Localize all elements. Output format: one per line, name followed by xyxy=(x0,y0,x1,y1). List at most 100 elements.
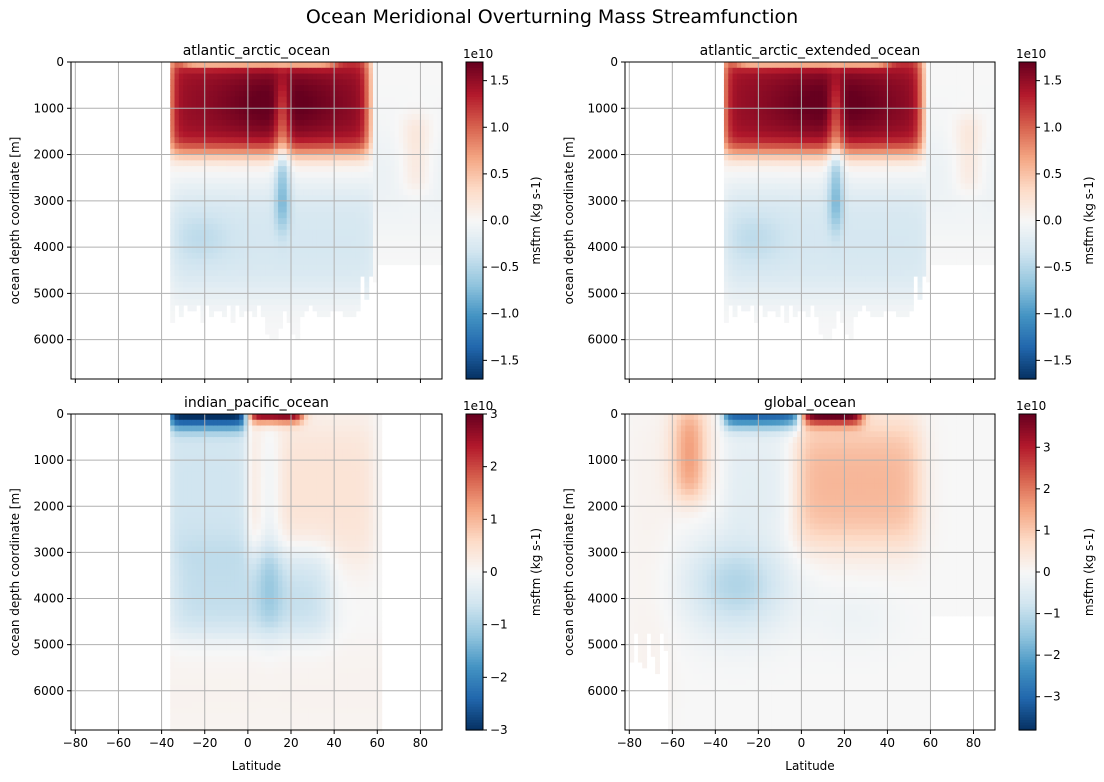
x-tick-label: 80 xyxy=(966,736,981,750)
panel-atlantic-arctic: 0 1000 2000 3000 4000 5000 6000 atlantic_arctic… xyxy=(8,43,543,383)
colorbar-tick-label: 0.0 xyxy=(1043,214,1062,228)
y-tick-label: 4000 xyxy=(587,240,618,254)
x-tick-label: 0 xyxy=(244,736,252,750)
colorbar-tick-label: −1 xyxy=(1043,607,1061,621)
panel-indian-pacific: −80 −60 −40 −2 0 0 20 40 60 80 0 1000 2000 3000 4000 50… xyxy=(8,395,543,773)
x-tick-label: −60 xyxy=(106,736,131,750)
x-tick-label: 40 xyxy=(327,736,342,750)
colorbar-offset-text: 1e10 xyxy=(463,399,493,413)
y-tick-label: 6000 xyxy=(33,333,64,347)
colorbar-tick-label: 1.0 xyxy=(490,120,509,134)
y-axis-label: ocean depth coordinate [m] xyxy=(8,137,22,305)
panel-title: global_ocean xyxy=(764,395,856,411)
y-tick-label: 4000 xyxy=(33,592,64,606)
colorbar-tick-label: −2 xyxy=(1043,648,1061,662)
y-axis-label: ocean depth coordinate [m] xyxy=(8,488,22,656)
y-axis-label: ocean depth coordinate [m] xyxy=(562,137,576,305)
x-tick-label: −40 xyxy=(149,736,174,750)
x-tick-label: 80 xyxy=(413,736,428,750)
y-tick-label: 5000 xyxy=(33,638,64,652)
y-tick-label: 1000 xyxy=(587,101,618,115)
plot-frame xyxy=(624,61,996,380)
grid-atlantic-arctic-extended xyxy=(625,61,995,379)
heatmap-indian-pacific xyxy=(170,414,383,732)
colorbar-tick-label: −3 xyxy=(1043,690,1061,704)
colorbar-global: −3 −2 −1 0 1 2 3 1e10 msftm (kg s-1) xyxy=(1016,399,1096,731)
plot-frame xyxy=(70,413,443,731)
x-axis-label: Latitude xyxy=(785,759,834,773)
colorbar-tick-label: 0.0 xyxy=(490,214,509,228)
colorbar-tick-label: −0.5 xyxy=(490,260,519,274)
x-tick-label: 20 xyxy=(283,736,298,750)
x-tick-label: −60 xyxy=(660,736,685,750)
colorbar-tick-label: −1.5 xyxy=(490,353,519,367)
colorbar-label: msftm (kg s-1) xyxy=(529,528,543,616)
colorbar-tick-label: 0 xyxy=(1043,565,1051,579)
grid-global xyxy=(625,413,995,730)
colorbar-tick-label: 2 xyxy=(1043,482,1051,496)
y-tick-label: 6000 xyxy=(587,684,618,698)
panel-global: −80 −60 −40 −20 0 20 40 60 800100020003000400050… xyxy=(562,395,1096,773)
colorbar-tick-label: 0 xyxy=(490,565,498,579)
colorbar-tick-label: 0.5 xyxy=(1043,167,1062,181)
colorbar-tick-label: −2 xyxy=(490,670,508,684)
y-tick-label: 1000 xyxy=(33,453,64,467)
y-tick-label: 3000 xyxy=(33,194,64,208)
colorbar-tick-label: −1.5 xyxy=(1043,353,1072,367)
colorbar-tick-label: 2 xyxy=(490,460,498,474)
colorbar-tick-label: 1 xyxy=(1043,523,1051,537)
heatmap-global xyxy=(629,414,996,732)
plot-frame xyxy=(624,413,996,731)
y-tick-label: 5000 xyxy=(587,638,618,652)
y-tick-label: 0 xyxy=(56,407,64,421)
y-tick-label: 3000 xyxy=(587,194,618,208)
y-tick-label: 0 xyxy=(56,55,64,69)
heatmap-atlantic-arctic xyxy=(170,62,443,341)
colorbar-tick-label: 0.5 xyxy=(490,167,509,181)
x-tick-label: −20 xyxy=(746,736,771,750)
colorbar-tick-label: −1 xyxy=(490,618,508,632)
x-axis-label: Latitude xyxy=(232,759,281,773)
colorbar-offset-text: 1e10 xyxy=(1016,47,1046,61)
y-tick-label: 5000 xyxy=(33,286,64,300)
colorbar-label: msftm (kg s-1) xyxy=(529,176,543,264)
y-tick-label: 4000 xyxy=(33,240,64,254)
x-tick-label: −80 xyxy=(63,736,88,750)
colorbar-tick-label: −1.0 xyxy=(490,307,519,321)
x-tick-label: 40 xyxy=(880,736,895,750)
colorbar-tick-label: −1.0 xyxy=(1043,307,1072,321)
y-tick-label: 5000 xyxy=(587,286,618,300)
y-tick-label: 3000 xyxy=(33,545,64,559)
y-tick-label: 3000 xyxy=(587,545,618,559)
figure-title: Ocean Meridional Overturning Mass Stream… xyxy=(305,6,799,28)
y-tick-label: 6000 xyxy=(587,333,618,347)
colorbar-offset-text: 1e10 xyxy=(463,47,493,61)
colorbar-tick-label: 1.0 xyxy=(1043,120,1062,134)
panel-atlantic-arctic-extended: 0 1000 2000 3000 4000 5000 6000 atlantic_arctic… xyxy=(562,43,1096,383)
colorbar-tick-label: 1 xyxy=(490,512,498,526)
y-tick-label: 2000 xyxy=(587,148,618,162)
y-tick-label: 2000 xyxy=(33,148,64,162)
x-tick-label: −80 xyxy=(617,736,642,750)
plot-frame xyxy=(70,61,443,380)
colorbar-label: msftm (kg s-1) xyxy=(1082,528,1096,616)
y-axis-label: ocean depth coordinate [m] xyxy=(562,488,576,656)
y-tick-label: 0 xyxy=(610,407,618,421)
y-tick-label: 1000 xyxy=(33,101,64,115)
colorbar-tick-label: 3 xyxy=(490,407,498,421)
colorbar-atlantic-arctic-extended: −1.5 −1.0 −0.5 0.0 0.5 1.0 1.5 1e10 msftm (kg s-… xyxy=(1016,47,1096,380)
grid-indian-pacific xyxy=(71,413,442,730)
colorbar-atlantic-arctic: −1.5 −1.0 −0.5 0.0 0.5 1.0 1.5 1e10 msftm (kg s-… xyxy=(463,47,543,380)
panel-title: indian_pacific_ocean xyxy=(184,395,329,411)
panel-title: atlantic_arctic_extended_ocean xyxy=(700,43,921,59)
colorbar-tick-label: 1.5 xyxy=(490,74,509,88)
x-tick-label: −40 xyxy=(703,736,728,750)
x-tick-label: 20 xyxy=(837,736,852,750)
x-tick-label: 0 xyxy=(798,736,806,750)
y-tick-label: 6000 xyxy=(33,684,64,698)
panel-title: atlantic_arctic_ocean xyxy=(183,43,331,59)
y-tick-label: 2000 xyxy=(33,499,64,513)
colorbar-offset-text: 1e10 xyxy=(1016,399,1046,413)
x-tick-label: 60 xyxy=(370,736,385,750)
